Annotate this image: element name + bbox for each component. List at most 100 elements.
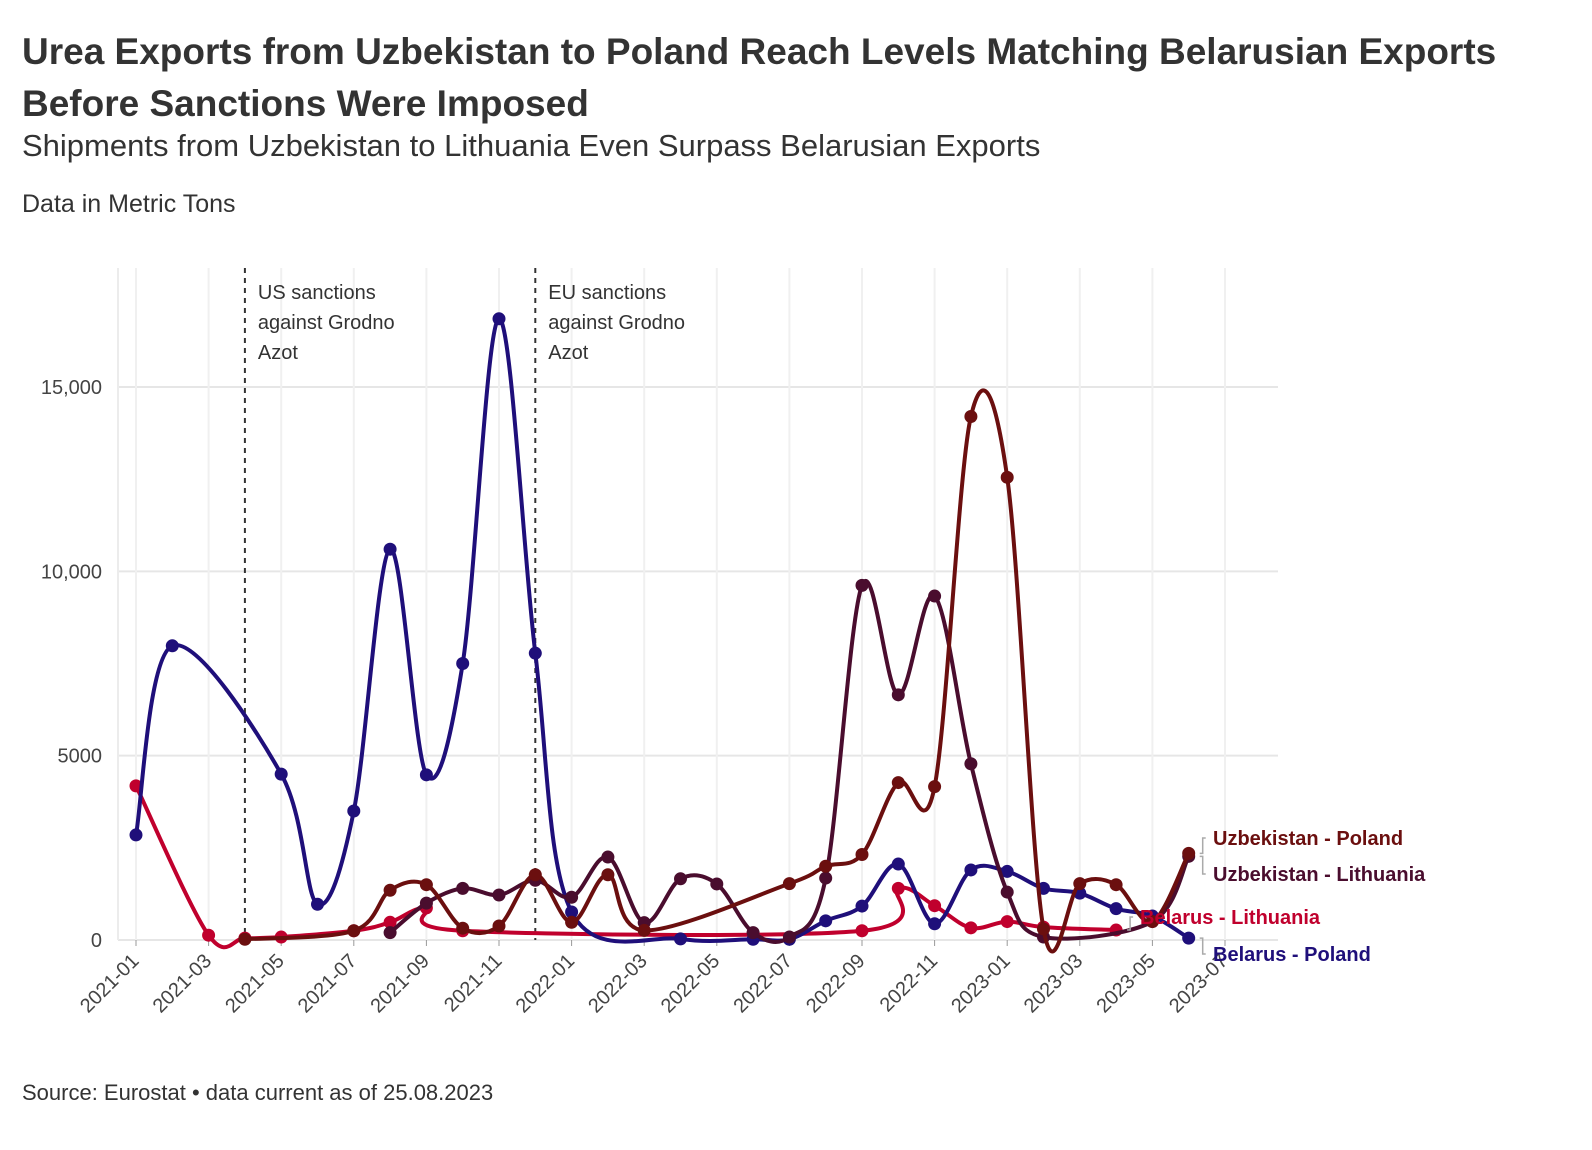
- point-uzbekistan-lithuania: [383, 926, 397, 940]
- point-belarus-poland: [528, 646, 542, 660]
- sanction-annotation-text: US sanctions: [258, 282, 376, 304]
- y-tick-label: 5000: [58, 746, 103, 768]
- point-uzbekistan-poland: [492, 919, 506, 933]
- unit-note: Data in Metric Tons: [22, 190, 236, 218]
- x-tick-label: 2023-01: [947, 950, 1014, 1017]
- label-connector-belarus-lithuania: [1127, 916, 1134, 931]
- sanction-annotation-text: Azot: [548, 342, 588, 364]
- series-lines: [129, 312, 1196, 954]
- point-belarus-lithuania: [855, 924, 869, 938]
- chart-title: Urea Exports from Uzbekistan to Poland R…: [22, 31, 1497, 124]
- point-uzbekistan-poland: [928, 780, 942, 794]
- point-uzbekistan-poland: [383, 883, 397, 897]
- point-belarus-poland: [928, 917, 942, 931]
- point-uzbekistan-poland: [456, 921, 470, 935]
- point-uzbekistan-lithuania: [855, 578, 869, 592]
- x-tick-label: 2021-01: [76, 950, 143, 1017]
- source-note: Source: Eurostat • data current as of 25…: [22, 1080, 494, 1105]
- point-uzbekistan-poland: [1037, 922, 1050, 936]
- point-uzbekistan-lithuania: [492, 888, 506, 902]
- point-uzbekistan-poland: [1073, 877, 1087, 891]
- point-belarus-lithuania: [1000, 915, 1014, 929]
- point-belarus-poland: [855, 899, 869, 913]
- point-uzbekistan-lithuania: [456, 881, 470, 895]
- point-belarus-poland: [964, 863, 978, 877]
- grid-lines: [117, 268, 1278, 941]
- point-uzbekistan-poland: [347, 924, 361, 938]
- x-tick-label: 2021-11: [440, 950, 506, 1016]
- label-connector-uzbekistan-lithuania: [1199, 855, 1206, 875]
- x-tick-label: 2021-05: [221, 950, 288, 1017]
- point-belarus-poland: [891, 857, 905, 871]
- x-tick-label: 2023-03: [1020, 950, 1087, 1017]
- series-uzbekistan-lithuania: [383, 578, 1196, 944]
- point-uzbekistan-poland: [419, 878, 433, 892]
- x-tick-label: 2022-11: [876, 950, 942, 1016]
- label-connector-uzbekistan-poland: [1199, 837, 1206, 855]
- end-label-belarus-poland: Belarus - Poland: [1213, 944, 1371, 966]
- point-uzbekistan-poland: [601, 868, 615, 882]
- point-belarus-lithuania: [891, 881, 905, 895]
- point-uzbekistan-lithuania: [782, 930, 796, 944]
- series-uzbekistan-poland: [238, 388, 1196, 954]
- chart-subtitle: Shipments from Uzbekistan to Lithuania E…: [22, 128, 1041, 163]
- point-uzbekistan-poland: [238, 932, 252, 946]
- point-belarus-poland: [819, 914, 833, 928]
- point-uzbekistan-lithuania: [601, 850, 615, 864]
- label-connector-belarus-poland: [1199, 937, 1206, 955]
- point-belarus-lithuania: [964, 921, 978, 935]
- end-label-belarus-lithuania: Belarus - Lithuania: [1140, 907, 1321, 929]
- point-uzbekistan-poland: [528, 868, 542, 882]
- point-uzbekistan-poland: [1109, 878, 1123, 892]
- point-belarus-poland: [456, 657, 470, 670]
- point-belarus-poland: [165, 639, 179, 653]
- x-tick-label: 2021-09: [366, 950, 433, 1017]
- x-tick-label: 2022-09: [802, 950, 869, 1017]
- point-uzbekistan-lithuania: [928, 589, 942, 603]
- x-tick-label: 2022-05: [657, 950, 724, 1017]
- point-belarus-poland: [1109, 902, 1123, 916]
- point-uzbekistan-poland: [855, 847, 869, 861]
- annotations: US sanctions against Grodno Azot EU sanctio…: [243, 268, 685, 940]
- y-tick-label: 0: [91, 930, 102, 952]
- y-axis: 0 5000 10,000 15,000: [41, 377, 102, 952]
- y-tick-label: 15,000: [41, 377, 102, 399]
- point-belarus-poland: [311, 897, 324, 911]
- sanction-annotation-text: Azot: [258, 342, 298, 364]
- point-belarus-poland: [129, 828, 143, 842]
- point-uzbekistan-lithuania: [964, 757, 978, 771]
- y-tick-label: 10,000: [41, 561, 102, 583]
- x-tick-label: 2022-01: [512, 950, 579, 1017]
- point-belarus-poland: [674, 932, 687, 946]
- point-uzbekistan-poland: [1182, 846, 1196, 860]
- series-end-labels: Belarus - Poland Belarus - Lithuania Uzbek…: [1127, 828, 1426, 966]
- x-tick-label: 2021-03: [149, 950, 216, 1017]
- point-belarus-poland: [1000, 864, 1014, 878]
- end-label-uzbekistan-poland: Uzbekistan - Poland: [1213, 828, 1403, 850]
- point-uzbekistan-poland: [819, 859, 833, 873]
- point-uzbekistan-lithuania: [819, 871, 833, 885]
- point-uzbekistan-lithuania: [565, 890, 579, 904]
- end-label-uzbekistan-lithuania: Uzbekistan - Lithuania: [1213, 864, 1426, 886]
- point-uzbekistan-poland: [782, 877, 796, 891]
- point-belarus-poland: [492, 312, 506, 326]
- sanction-annotation-text: EU sanctions: [548, 282, 666, 304]
- point-uzbekistan-poland: [637, 923, 651, 937]
- point-belarus-poland: [274, 767, 288, 781]
- x-tick-label: 2022-07: [729, 950, 796, 1017]
- x-tick-label: 2021-07: [294, 950, 361, 1017]
- point-uzbekistan-poland: [1145, 915, 1159, 929]
- x-tick-label: 2023-05: [1092, 950, 1159, 1017]
- line-belarus-poland: [134, 316, 1191, 944]
- point-uzbekistan-lithuania: [674, 872, 687, 886]
- point-uzbekistan-lithuania: [419, 896, 433, 910]
- point-uzbekistan-lithuania: [746, 926, 760, 940]
- point-uzbekistan-poland: [565, 915, 579, 929]
- point-uzbekistan-poland: [891, 776, 905, 790]
- point-uzbekistan-lithuania: [891, 688, 905, 702]
- x-tick-label: 2022-03: [584, 950, 651, 1017]
- sanction-annotation-text: against Grodno: [258, 312, 395, 334]
- point-belarus-lithuania: [383, 915, 397, 929]
- point-uzbekistan-poland: [1000, 470, 1014, 484]
